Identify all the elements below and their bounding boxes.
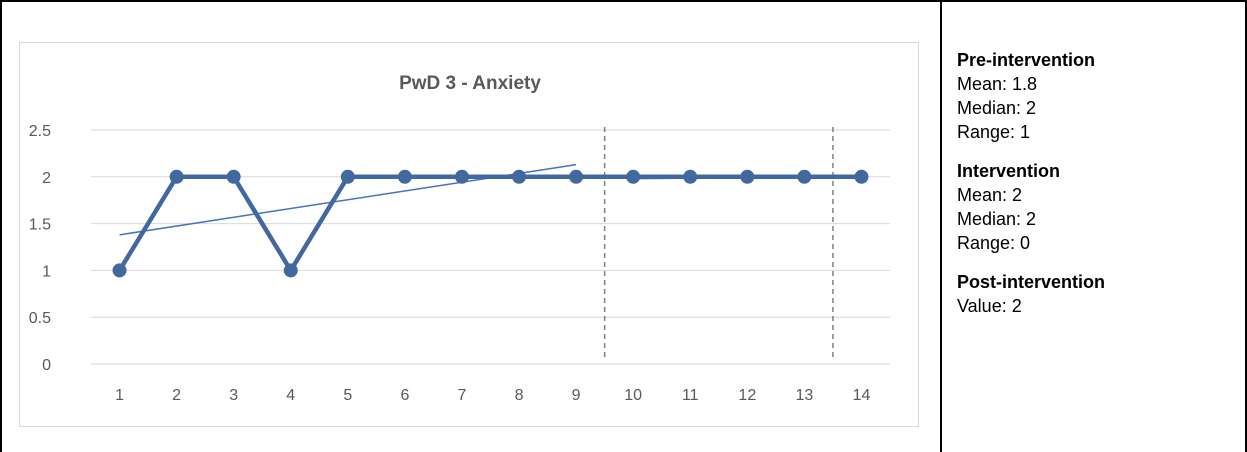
data-point xyxy=(112,263,127,278)
y-tick-label: 0 xyxy=(42,357,51,374)
x-tick-label: 3 xyxy=(229,387,238,404)
data-point xyxy=(683,169,698,184)
x-tick-label: 4 xyxy=(286,387,295,404)
data-point xyxy=(626,169,641,184)
x-tick-label: 5 xyxy=(343,387,352,404)
pre-intervention-section: Pre-intervention Mean: 1.8 Median: 2 Ran… xyxy=(957,48,1237,144)
y-tick-label: 2 xyxy=(42,170,51,187)
data-point xyxy=(283,263,298,278)
intervention-median: Median: 2 xyxy=(957,209,1037,229)
y-axis-ticks: 0 0.5 1 1.5 2 2.5 xyxy=(29,123,51,374)
chart-title: PwD 3 - Anxiety xyxy=(399,73,541,94)
y-tick-label: 2.5 xyxy=(29,123,51,140)
pre-intervention-heading: Pre-intervention xyxy=(957,50,1096,70)
intervention-mean: Mean: 2 xyxy=(957,185,1023,205)
y-tick-label: 1.5 xyxy=(29,217,51,234)
line-chart: PwD 3 - Anxiety 00.511.522.5 1 2 3 4 5 6 7 8 9 10… xyxy=(29,73,890,404)
x-tick-label: 2 xyxy=(172,387,181,404)
post-intervention-heading: Post-intervention xyxy=(957,272,1106,292)
intervention-heading: Intervention xyxy=(957,161,1061,181)
x-tick-label: 12 xyxy=(738,387,756,404)
data-point xyxy=(226,169,241,184)
data-series xyxy=(112,169,869,278)
data-point xyxy=(397,169,412,184)
stats-panel: Pre-intervention Mean: 1.8 Median: 2 Ran… xyxy=(957,48,1237,333)
x-tick-label: 14 xyxy=(853,387,871,404)
series-line xyxy=(117,174,862,273)
x-tick-label: 9 xyxy=(572,387,581,404)
post-intervention-value: Value: 2 xyxy=(957,296,1022,316)
y-tick-label: 0.5 xyxy=(29,310,51,327)
pre-intervention-range: Range: 1 xyxy=(957,122,1031,142)
data-point xyxy=(454,169,469,184)
data-point xyxy=(740,169,755,184)
x-tick-label: 7 xyxy=(458,387,467,404)
chart-area: PwD 3 - Anxiety 0 0.5 1 1.5 2 2.5 1 2 3 4 5 6 7 8 9 10… xyxy=(19,42,919,427)
x-axis-ticks: 1 2 3 4 5 6 7 8 9 10 11 12 13 14 xyxy=(115,387,870,404)
data-point xyxy=(340,169,355,184)
intervention-range: Range: 0 xyxy=(957,233,1031,253)
data-point xyxy=(854,169,869,184)
data-point xyxy=(169,169,184,184)
phase-change-lines xyxy=(603,127,834,361)
data-point xyxy=(569,169,584,184)
pre-intervention-median: Median: 2 xyxy=(957,98,1037,118)
table-border-left xyxy=(0,0,2,452)
gridlines xyxy=(91,129,890,365)
x-tick-label: 1 xyxy=(115,387,124,404)
y-tick-label: 1 xyxy=(42,263,51,280)
data-point xyxy=(797,169,812,184)
x-tick-label: 8 xyxy=(515,387,524,404)
post-intervention-section: Post-intervention Value: 2 xyxy=(957,270,1237,318)
table-border-right xyxy=(1245,0,1247,452)
data-point xyxy=(512,169,527,184)
x-tick-label: 13 xyxy=(795,387,813,404)
table-column-divider xyxy=(940,0,942,452)
x-tick-label: 6 xyxy=(400,387,409,404)
x-tick-label: 10 xyxy=(624,387,642,404)
intervention-section: Intervention Mean: 2 Median: 2 Range: 0 xyxy=(957,159,1237,255)
table-border-top xyxy=(0,0,1247,2)
pre-intervention-mean: Mean: 1.8 xyxy=(957,74,1038,94)
x-tick-label: 11 xyxy=(682,387,699,404)
